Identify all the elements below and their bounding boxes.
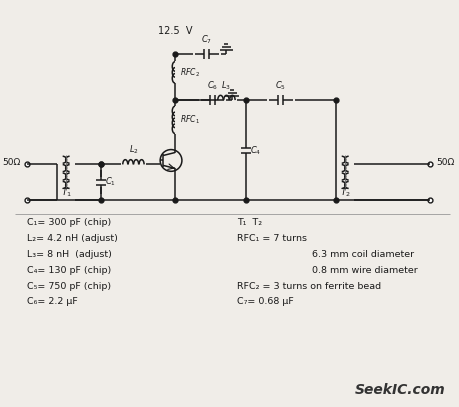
- Text: C₆= 2.2 μF: C₆= 2.2 μF: [27, 298, 77, 306]
- Text: $L_3$: $L_3$: [221, 80, 231, 92]
- Text: $T_2$: $T_2$: [339, 186, 350, 199]
- Text: $C_7$: $C_7$: [201, 33, 212, 46]
- Text: $L_2$: $L_2$: [128, 144, 138, 157]
- Text: T₁  T₂: T₁ T₂: [237, 218, 262, 227]
- Text: 6.3 mm coil diameter: 6.3 mm coil diameter: [311, 250, 413, 259]
- Text: RFC₁ = 7 turns: RFC₁ = 7 turns: [237, 234, 307, 243]
- Text: $RFC_2$: $RFC_2$: [179, 66, 199, 79]
- Text: $C_5$: $C_5$: [275, 80, 286, 92]
- Text: $C_4$: $C_4$: [250, 144, 261, 157]
- Text: $T_1$: $T_1$: [61, 186, 72, 199]
- Text: 50Ω: 50Ω: [2, 158, 21, 167]
- Text: SeekIC.com: SeekIC.com: [353, 383, 444, 397]
- Text: C₇= 0.68 μF: C₇= 0.68 μF: [237, 298, 293, 306]
- Text: $C_1$: $C_1$: [105, 176, 116, 188]
- Text: L₂= 4.2 nH (adjust): L₂= 4.2 nH (adjust): [27, 234, 117, 243]
- Text: 12.5  V: 12.5 V: [157, 26, 192, 36]
- Text: L₃= 8 nH  (adjust): L₃= 8 nH (adjust): [27, 250, 111, 259]
- Text: C₁= 300 pF (chip): C₁= 300 pF (chip): [27, 218, 111, 227]
- Text: C₄= 130 pF (chip): C₄= 130 pF (chip): [27, 266, 111, 275]
- Text: RFC₂ = 3 turns on ferrite bead: RFC₂ = 3 turns on ferrite bead: [237, 282, 381, 291]
- Text: 50Ω: 50Ω: [435, 158, 453, 167]
- Text: 0.8 mm wire diameter: 0.8 mm wire diameter: [311, 266, 416, 275]
- Text: $RFC_1$: $RFC_1$: [179, 114, 199, 126]
- Text: C₅= 750 pF (chip): C₅= 750 pF (chip): [27, 282, 111, 291]
- Text: $C_6$: $C_6$: [207, 80, 218, 92]
